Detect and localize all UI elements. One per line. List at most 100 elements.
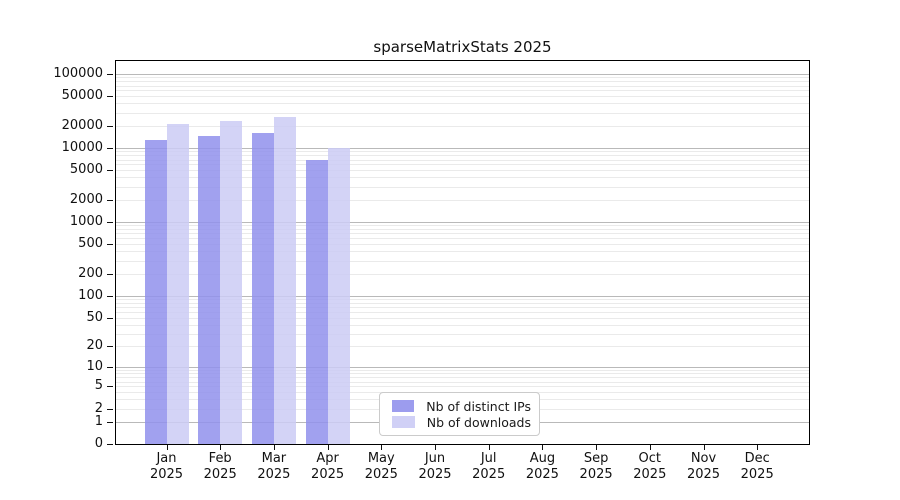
legend-label-distinct-ips: Nb of distinct IPs: [426, 398, 531, 414]
gridline-minor: [116, 90, 809, 92]
y-tick-mark: [107, 366, 113, 368]
gridline-minor: [116, 96, 809, 98]
x-tick-year: 2025: [686, 467, 721, 482]
x-tick-month: Apr: [316, 451, 339, 466]
x-tick-month: Sep: [583, 451, 609, 466]
gridline-minor: [116, 77, 809, 79]
bar-apr-ips: [305, 160, 328, 444]
gridline-minor: [116, 199, 809, 201]
x-tick-mark: [327, 445, 329, 450]
x-tick-label: Mar 2025: [242, 451, 306, 483]
x-tick-mark: [488, 445, 490, 450]
gridline-minor: [116, 324, 809, 326]
gridline-minor: [116, 225, 809, 227]
legend-swatch-distinct-ips: [392, 400, 415, 412]
bar-mar-ips: [251, 133, 274, 444]
gridline-minor: [116, 233, 809, 235]
y-tick-mark: [107, 421, 113, 423]
gridline-minor: [116, 333, 809, 335]
x-tick-label: Jan 2025: [135, 451, 199, 483]
legend-swatch-downloads: [392, 416, 415, 428]
x-tick-month: Mar: [261, 451, 287, 466]
gridline-minor: [116, 81, 809, 83]
y-tick-label: 50000: [61, 88, 103, 104]
gridline-minor: [116, 260, 809, 262]
y-tick-label: 20: [86, 338, 103, 354]
gridline-minor: [116, 229, 809, 231]
x-tick-mark: [596, 445, 598, 450]
bar-jan-ips: [144, 140, 167, 444]
legend: Nb of distinct IPs Nb of downloads: [379, 392, 540, 436]
x-tick-label: Sep 2025: [564, 451, 628, 483]
gridline-minor: [116, 346, 809, 348]
x-tick-label: Apr 2025: [296, 451, 360, 483]
gridline-minor: [116, 164, 809, 166]
x-tick-month: Feb: [208, 451, 232, 466]
x-tick-month: Jun: [424, 451, 446, 466]
legend-item-distinct-ips: Nb of distinct IPs: [388, 398, 531, 414]
y-tick-mark: [107, 148, 113, 149]
x-tick-month: Aug: [529, 451, 556, 466]
y-tick-mark: [107, 199, 113, 201]
gridline-major: [116, 295, 809, 297]
gridline-minor: [116, 244, 809, 246]
gridline-minor: [116, 370, 809, 371]
gridline-major: [116, 74, 809, 75]
x-tick-mark: [435, 445, 436, 450]
x-tick-label: Dec 2025: [725, 451, 789, 483]
bar-apr-downloads: [327, 147, 350, 444]
x-tick-month: Dec: [744, 451, 770, 466]
x-tick-year: 2025: [257, 467, 291, 482]
y-tick-mark: [107, 444, 113, 445]
gridline-minor: [116, 85, 809, 87]
y-tick-label: 200: [78, 265, 103, 281]
y-tick-mark: [107, 244, 113, 246]
legend-item-downloads: Nb of downloads: [388, 414, 531, 430]
gridline-minor: [116, 151, 809, 153]
x-tick-year: 2025: [579, 467, 613, 482]
x-tick-month: May: [367, 451, 395, 466]
y-tick-mark: [107, 295, 113, 297]
x-tick-month: Jan: [156, 451, 177, 466]
y-tick-label: 1000: [69, 214, 103, 229]
x-tick-month: Nov: [690, 451, 717, 466]
gridline-minor: [116, 386, 809, 388]
x-tick-mark: [381, 445, 383, 450]
y-tick-label: 10: [86, 358, 103, 374]
y-tick-mark: [107, 96, 113, 98]
y-tick-mark: [107, 170, 113, 172]
plot-area: Nb of distinct IPs Nb of downloads: [115, 60, 810, 445]
y-tick-mark: [107, 346, 113, 348]
gridline-minor: [116, 170, 809, 172]
x-tick-mark: [703, 445, 705, 450]
x-tick-year: 2025: [149, 467, 184, 482]
y-tick-label: 5: [94, 378, 103, 394]
legend-label-downloads: Nb of downloads: [426, 414, 531, 430]
x-tick-label: Aug 2025: [510, 451, 574, 483]
y-tick-mark: [107, 408, 113, 410]
x-tick-mark: [649, 445, 651, 450]
y-tick-label: 50: [86, 309, 103, 325]
y-tick-label: 5000: [69, 162, 103, 178]
chart-title: sparseMatrixStats 2025: [373, 38, 552, 56]
x-tick-mark: [166, 445, 168, 450]
x-tick-year: 2025: [740, 467, 774, 482]
gridline-major: [116, 148, 809, 149]
x-tick-mark: [273, 445, 275, 450]
y-tick-mark: [107, 74, 113, 75]
y-tick-label: 1: [94, 413, 103, 429]
gridline-major: [116, 366, 809, 368]
x-tick-year: 2025: [311, 467, 345, 482]
gridline-minor: [116, 186, 809, 188]
y-tick-label: 100000: [53, 66, 103, 81]
gridline-minor: [116, 311, 809, 313]
x-tick-label: Feb 2025: [188, 451, 252, 483]
gridline-minor: [116, 112, 809, 114]
x-tick-month: Jul: [480, 451, 497, 466]
bar-mar-downloads: [273, 117, 296, 444]
x-tick-year: 2025: [472, 467, 506, 482]
gridline-minor: [116, 377, 809, 379]
y-tick-mark: [107, 386, 113, 388]
gridline-minor: [116, 251, 809, 253]
